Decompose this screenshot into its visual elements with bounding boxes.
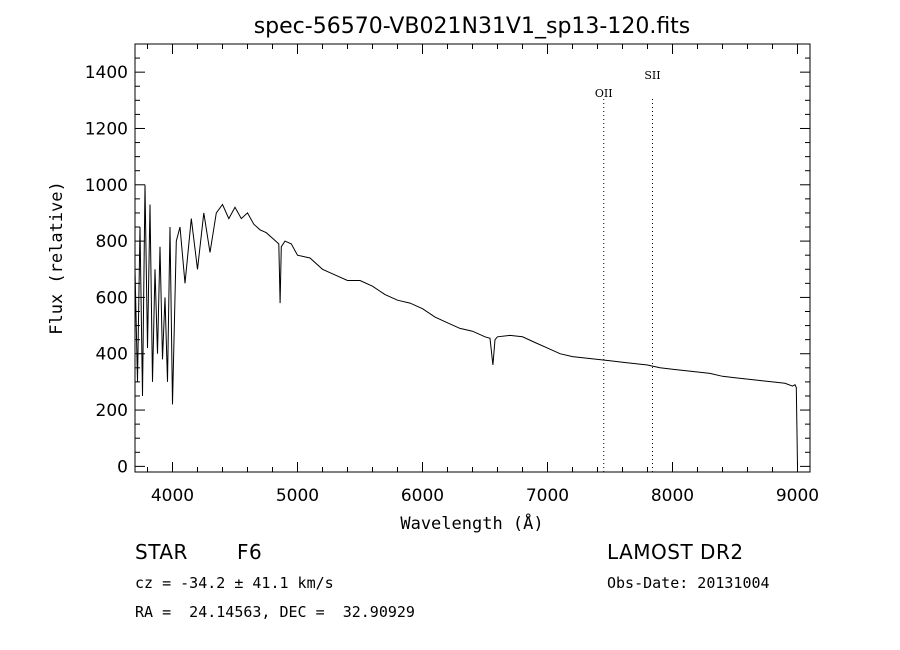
x-tick-label: 8000	[651, 486, 694, 506]
y-ticks: 0 200 400 600 800 1000 1200 1400	[85, 57, 810, 477]
object-type: STAR	[135, 540, 188, 564]
line-markers: OII SII	[595, 69, 661, 472]
y-tick-label: 0	[117, 457, 128, 477]
spectral-subclass: F6	[237, 540, 263, 564]
line-marker-label: SII	[644, 69, 660, 82]
x-tick-label: 7000	[526, 486, 569, 506]
x-tick-label: 9000	[776, 486, 819, 506]
chart-title: spec-56570-VB021N31V1_sp13-120.fits	[254, 14, 691, 39]
x-tick-label: 5000	[276, 486, 319, 506]
x-ticks: 4000 5000 6000 7000 8000 9000	[147, 44, 819, 506]
x-tick-label: 4000	[151, 486, 194, 506]
y-tick-label: 1200	[85, 119, 128, 139]
y-tick-label: 1400	[85, 63, 128, 83]
y-tick-label: 200	[96, 401, 128, 421]
obs-date: Obs-Date: 20131004	[607, 574, 770, 592]
x-tick-label: 6000	[401, 486, 444, 506]
x-axis-label: Wavelength (Å)	[400, 512, 543, 534]
survey-name: LAMOST DR2	[607, 540, 744, 564]
y-tick-label: 800	[96, 232, 128, 252]
coordinates: RA = 24.14563, DEC = 32.90929	[135, 603, 415, 621]
y-tick-label: 1000	[85, 176, 128, 196]
redshift-velocity: cz = -34.2 ± 41.1 km/s	[135, 574, 334, 592]
plot-frame	[134, 43, 811, 473]
y-tick-label: 600	[96, 288, 128, 308]
spectrum-line	[134, 184, 798, 467]
line-marker-label: OII	[595, 87, 613, 100]
y-axis-label: Flux (relative)	[47, 181, 67, 335]
y-tick-label: 400	[96, 345, 128, 365]
